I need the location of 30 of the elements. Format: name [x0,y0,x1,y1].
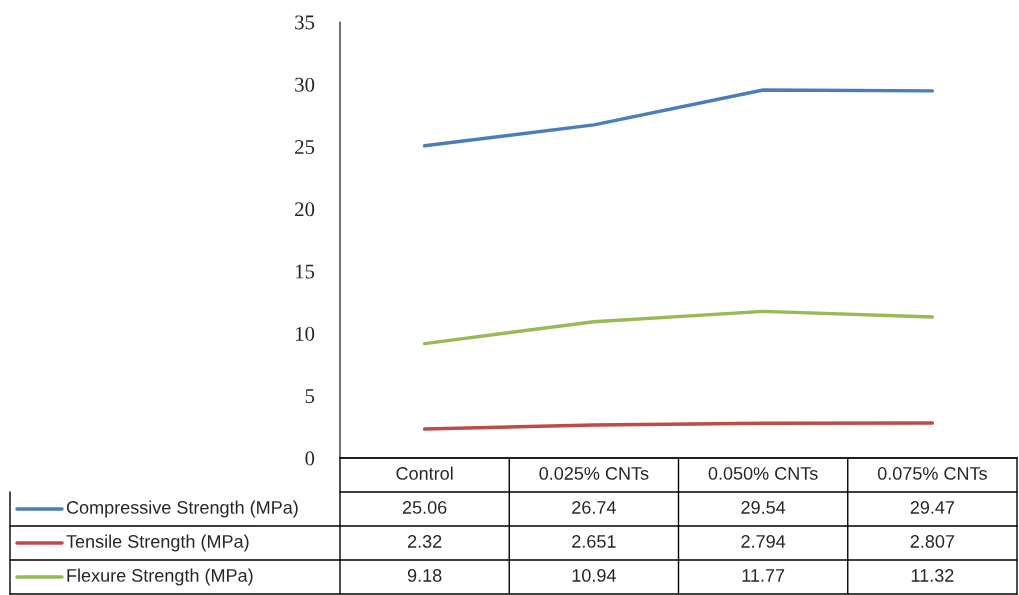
y-tick-label: 20 [295,202,315,217]
y-tick-label: 10 [296,326,315,341]
data-label: 10.94 [572,569,616,582]
data-label: 11.32 [911,569,954,582]
x-tick-label: 0.025% CNTs [539,467,649,480]
data-label: 25.06 [402,501,447,514]
data-label: 9.18 [407,569,442,582]
data-label: 2.32 [407,535,442,548]
x-tick-label: 0.075% CNTs [877,467,987,480]
data-label: 26.74 [572,501,616,514]
legend-label: Flexure Strength (MPa) [67,568,253,586]
data-label: 2.651 [572,535,616,548]
legend-label: Tensile Strength (MPa) [66,534,249,552]
legend-label: Compressive Strength (MPa) [66,500,298,518]
data-label: 29.54 [741,501,786,514]
y-tick-label: 15 [296,264,315,279]
y-tick-label: 25 [295,140,315,154]
data-label: 2.807 [910,535,955,548]
line-series [422,421,935,431]
x-tick-label: Control [396,466,453,480]
line-series [422,88,935,148]
y-tick-label: 30 [295,77,315,92]
line-series [422,309,935,346]
x-tick-label: 0.050% CNTs [708,467,818,480]
data-label: 11.77 [742,569,785,582]
y-tick-label: 35 [295,15,315,30]
y-tick-label: 0 [305,451,315,466]
data-label: 2.794 [741,535,786,548]
y-tick-label: 5 [305,389,315,404]
data-label: 29.47 [910,501,955,514]
